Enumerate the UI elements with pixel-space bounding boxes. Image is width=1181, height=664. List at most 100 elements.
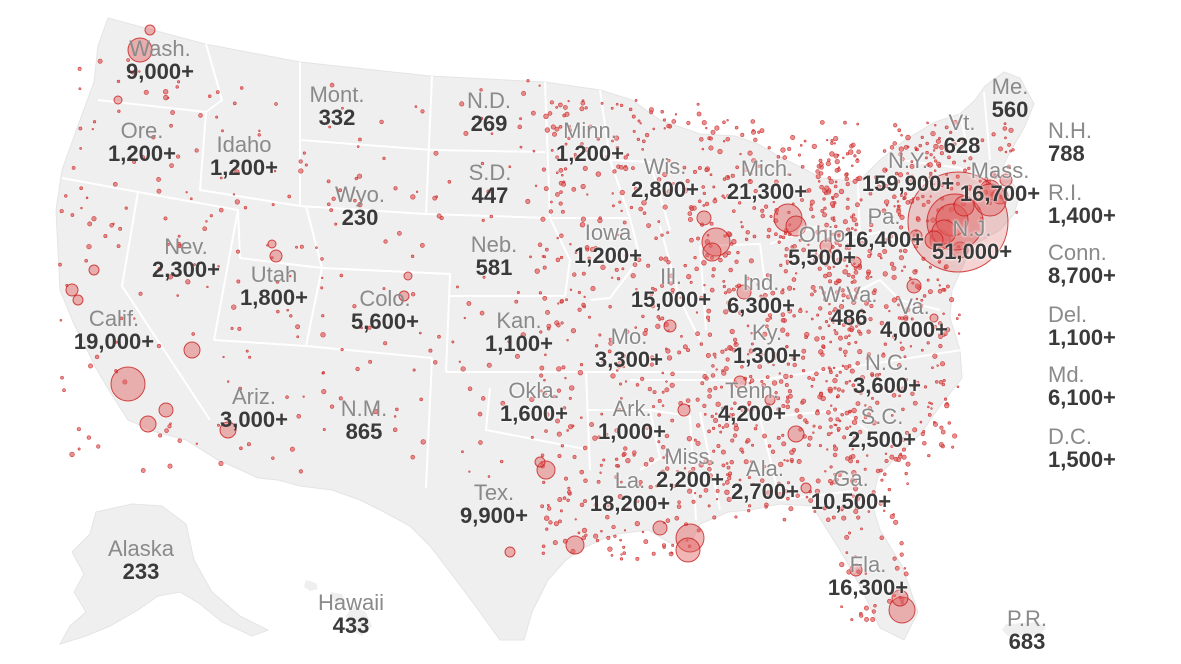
case-bubble	[662, 204, 668, 210]
case-bubble	[803, 139, 807, 143]
case-bubble	[811, 377, 816, 382]
case-bubble	[853, 262, 856, 265]
case-bubble	[790, 304, 793, 307]
case-bubble	[847, 288, 851, 292]
case-bubble	[544, 353, 547, 357]
case-bubble	[664, 433, 670, 439]
case-bubble	[641, 148, 645, 151]
case-bubble	[641, 314, 645, 319]
case-bubble	[622, 220, 627, 225]
case-bubble	[563, 105, 568, 110]
case-bubble	[715, 412, 718, 416]
case-bubble	[674, 113, 678, 116]
case-bubble	[86, 435, 92, 440]
case-bubble	[552, 131, 557, 137]
case-bubble	[891, 589, 909, 607]
case-bubble	[669, 273, 675, 279]
case-bubble	[623, 446, 628, 451]
case-bubble	[615, 457, 619, 461]
case-bubble	[661, 404, 665, 407]
case-bubble	[906, 482, 909, 485]
case-bubble	[534, 184, 538, 188]
case-bubble	[867, 248, 873, 254]
case-bubble	[938, 284, 941, 287]
case-bubble	[921, 203, 926, 207]
case-bubble	[97, 58, 103, 64]
case-bubble	[878, 501, 883, 506]
case-bubble	[940, 183, 944, 188]
case-bubble	[156, 343, 162, 349]
case-bubble	[620, 209, 623, 213]
case-bubble	[646, 223, 651, 228]
case-bubble	[833, 407, 838, 412]
case-bubble	[626, 153, 630, 157]
case-bubble	[60, 375, 64, 380]
case-bubble	[670, 551, 674, 555]
case-bubble	[751, 482, 756, 487]
case-bubble	[900, 386, 907, 392]
case-bubble	[169, 163, 174, 168]
case-bubble	[657, 413, 661, 417]
case-bubble	[777, 492, 782, 497]
case-bubble	[871, 490, 876, 495]
case-bubble	[899, 541, 904, 546]
case-bubble	[915, 297, 919, 301]
case-bubble	[842, 269, 848, 275]
case-bubble	[848, 531, 852, 535]
case-bubble	[712, 352, 717, 357]
case-bubble	[663, 319, 677, 333]
case-bubble	[987, 200, 992, 205]
case-bubble	[574, 251, 578, 255]
case-bubble	[823, 206, 827, 210]
case-bubble	[894, 171, 899, 176]
case-bubble	[326, 202, 331, 207]
case-bubble	[842, 156, 845, 160]
case-bubble	[722, 139, 726, 143]
case-bubble	[735, 165, 739, 170]
case-bubble	[158, 402, 174, 418]
case-bubble	[397, 231, 402, 236]
case-bubble	[762, 331, 768, 337]
case-bubble	[792, 447, 796, 452]
case-bubble	[638, 480, 643, 485]
case-bubble	[899, 214, 905, 220]
case-bubble	[597, 435, 601, 440]
case-bubble	[693, 438, 697, 442]
case-bubble	[905, 307, 911, 313]
case-bubble	[715, 498, 719, 501]
case-bubble	[642, 139, 646, 144]
case-bubble	[583, 499, 587, 503]
case-bubble	[900, 601, 904, 605]
case-bubble	[579, 362, 584, 367]
case-bubble	[382, 156, 386, 161]
case-bubble	[556, 366, 562, 372]
case-bubble	[772, 363, 775, 367]
case-bubble	[789, 374, 793, 379]
case-bubble	[69, 451, 75, 458]
case-bubble	[929, 195, 932, 198]
case-bubble	[748, 179, 751, 182]
case-bubble	[633, 186, 638, 191]
case-bubble	[828, 178, 834, 185]
case-bubble	[787, 425, 805, 443]
case-bubble	[814, 336, 820, 342]
case-bubble	[747, 403, 751, 407]
case-bubble	[352, 304, 357, 309]
case-bubble	[530, 110, 536, 116]
case-bubble	[978, 179, 982, 183]
case-bubble	[764, 505, 768, 509]
case-bubble	[555, 192, 560, 197]
case-bubble	[834, 180, 838, 184]
case-bubble	[635, 556, 640, 561]
case-bubble	[750, 342, 754, 346]
case-bubble	[544, 127, 550, 133]
case-bubble	[867, 254, 872, 259]
case-bubble	[707, 466, 712, 472]
case-bubble	[853, 270, 859, 275]
case-bubble	[786, 496, 790, 501]
case-bubble	[728, 267, 733, 273]
case-bubble	[419, 243, 425, 248]
case-bubble	[771, 351, 777, 358]
case-bubble	[857, 348, 863, 355]
case-bubble	[607, 349, 612, 354]
